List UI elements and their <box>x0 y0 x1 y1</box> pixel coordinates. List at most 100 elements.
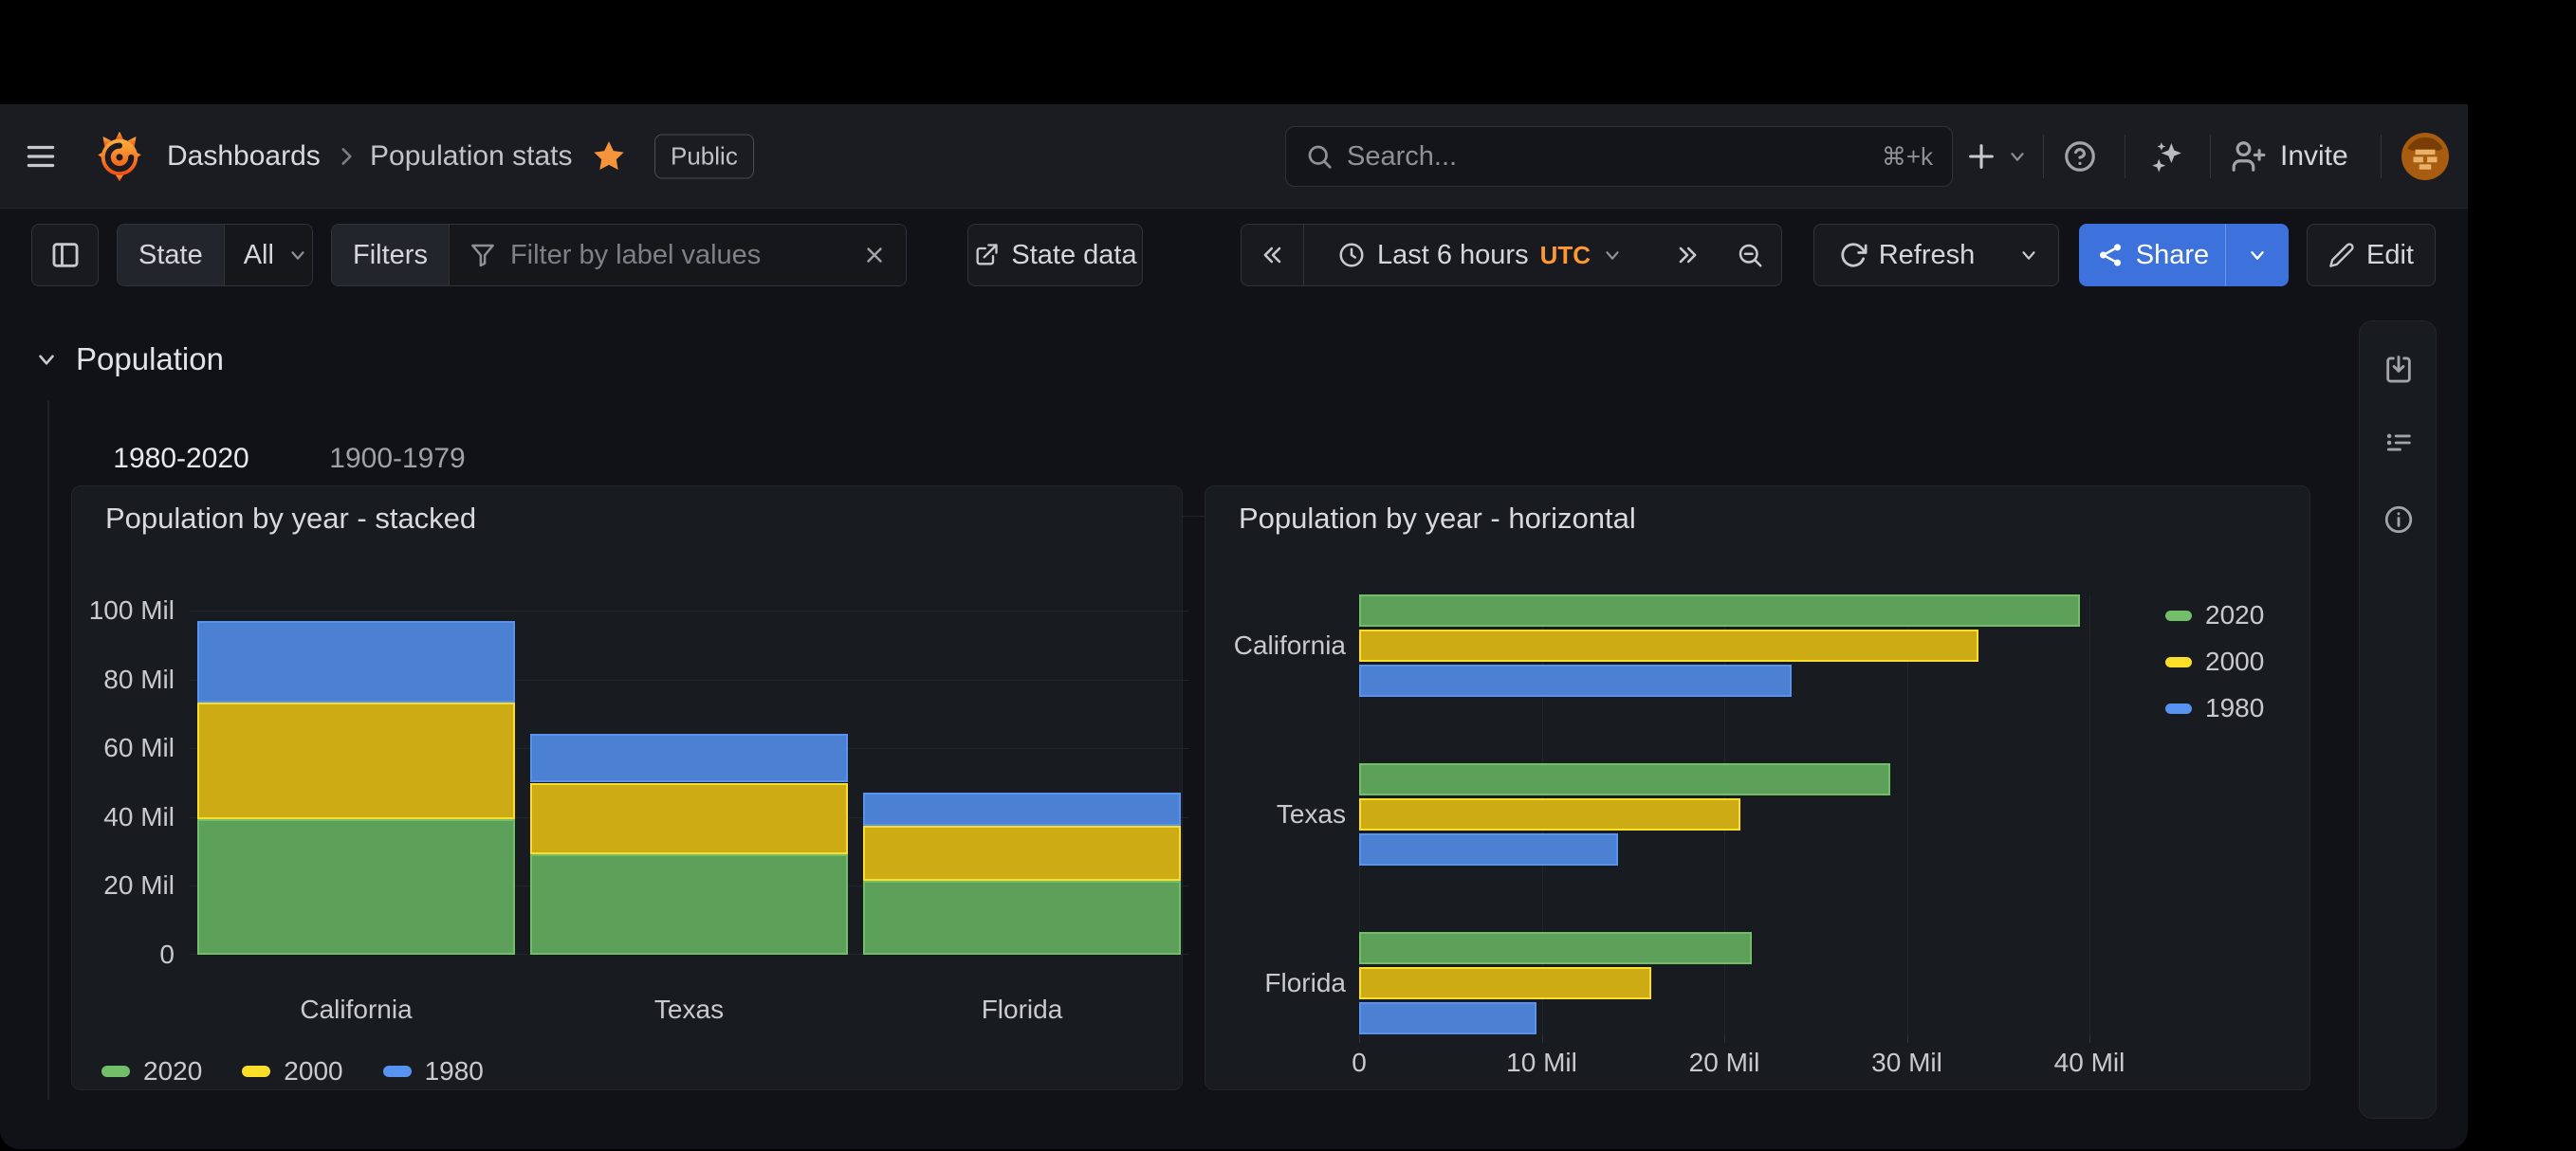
legend-item-1980[interactable]: 1980 <box>2165 693 2264 723</box>
edit-label: Edit <box>2366 239 2414 270</box>
panel-title[interactable]: Population by year - horizontal <box>1239 502 1636 535</box>
chevrons-right-icon <box>1674 242 1701 268</box>
state-data-button[interactable]: State data <box>967 224 1143 286</box>
bar-texas-1980 <box>1359 833 1619 866</box>
legend: 2020 2000 1980 <box>101 1056 484 1087</box>
info-button[interactable] <box>2372 493 2425 546</box>
gridline <box>2089 594 2090 1034</box>
legend-label: 2000 <box>284 1056 343 1086</box>
legend-swatch <box>2165 610 2192 621</box>
help-button[interactable] <box>2062 138 2098 174</box>
ai-assistant-button[interactable] <box>2147 137 2187 176</box>
hamburger-menu-button[interactable] <box>23 138 59 174</box>
row-header-population[interactable]: Population <box>34 341 224 377</box>
bar-segment-california-2020 <box>197 818 515 955</box>
bar-texas-2000 <box>1359 798 1741 831</box>
invite-button[interactable]: Invite <box>2231 138 2348 174</box>
search-box[interactable]: Search... ⌘+k <box>1285 126 1953 187</box>
y-category-label: California <box>1233 630 1346 660</box>
tab-1900-1979[interactable]: 1900-1979 <box>329 443 466 474</box>
panel-toggle-button[interactable] <box>31 224 99 286</box>
y-tick-label: 0 <box>159 940 175 969</box>
clear-filter-icon[interactable] <box>862 243 887 267</box>
edit-button[interactable]: Edit <box>2307 224 2436 286</box>
gridline <box>190 679 1188 681</box>
state-variable: State All <box>117 224 313 286</box>
time-range-picker[interactable]: Last 6 hours UTC <box>1303 224 1657 286</box>
time-shift-forward-button[interactable] <box>1656 224 1720 286</box>
time-shift-back-button[interactable] <box>1241 224 1304 286</box>
bar-california-2020 <box>1359 594 2081 627</box>
legend-label: 1980 <box>2205 693 2265 722</box>
clock-icon <box>1337 241 1366 269</box>
filter-input[interactable]: Filter by label values <box>449 225 906 285</box>
breadcrumb-dashboards[interactable]: Dashboards <box>167 139 321 172</box>
x-tick-label: 30 Mil <box>1871 1048 1942 1077</box>
time-zoom-out-button[interactable] <box>1719 224 1782 286</box>
user-plus-icon <box>2231 138 2267 174</box>
favorite-star-button[interactable] <box>590 137 628 175</box>
legend-item-2000[interactable]: 2000 <box>242 1056 343 1087</box>
panel-population-stacked: Population by year - stacked 2020 2000 1… <box>71 485 1188 1090</box>
tick-mark <box>1906 1034 1908 1043</box>
panel-side-toolbar <box>2359 320 2437 1119</box>
stacked-bar-plot <box>190 611 1188 955</box>
chevron-down-icon <box>287 245 308 265</box>
refresh-interval-button[interactable] <box>1999 224 2059 286</box>
legend-item-2000[interactable]: 2000 <box>2165 647 2264 677</box>
tabbar-border <box>80 516 2310 517</box>
chevron-down-icon <box>1602 245 1623 265</box>
chevron-down-icon <box>2018 245 2039 265</box>
bar-segment-florida-1980 <box>863 792 1181 826</box>
share-menu-button[interactable] <box>2225 224 2289 286</box>
refresh-label: Refresh <box>1878 239 1976 270</box>
tick-mark <box>1724 1034 1725 1043</box>
outline-button[interactable] <box>2372 416 2425 469</box>
legend-item-2020[interactable]: 2020 <box>2165 600 2264 630</box>
panel-title[interactable]: Population by year - stacked <box>105 502 477 535</box>
share-button[interactable]: Share <box>2079 224 2226 286</box>
row-title: Population <box>76 341 224 376</box>
y-tick-label: 20 Mil <box>103 870 175 901</box>
grafana-app: Dashboards Population stats Public Searc… <box>0 104 2468 1149</box>
search-placeholder: Search... <box>1347 140 1458 172</box>
state-variable-label: State <box>118 225 225 285</box>
sparkles-icon <box>2147 137 2187 176</box>
gridline <box>190 611 1188 612</box>
legend-label: 2020 <box>2205 600 2265 630</box>
state-data-label: State data <box>1011 239 1137 270</box>
legend-swatch <box>101 1066 130 1077</box>
chevron-right-icon <box>334 144 359 169</box>
info-icon <box>2383 503 2415 536</box>
bar-segment-texas-2000 <box>530 782 848 855</box>
legend-swatch <box>382 1066 412 1077</box>
bar-texas-2020 <box>1359 763 1891 795</box>
x-category-label: California <box>300 995 413 1024</box>
export-button[interactable] <box>2372 343 2425 396</box>
avatar[interactable] <box>2401 132 2449 180</box>
legend-label: 1980 <box>424 1056 484 1086</box>
legend-swatch <box>2165 656 2192 667</box>
state-variable-value[interactable]: All <box>224 225 312 285</box>
y-category-label: Florida <box>1264 968 1346 997</box>
grafana-logo[interactable] <box>93 129 146 184</box>
bar-florida-2000 <box>1359 967 1651 999</box>
search-icon <box>1305 142 1334 171</box>
legend-item-2020[interactable]: 2020 <box>101 1056 202 1087</box>
star-icon <box>590 137 628 175</box>
search-shortcut: ⌘+k <box>1881 141 1933 171</box>
refresh-button[interactable]: Refresh <box>1813 224 2000 286</box>
state-value-text: All <box>243 239 274 270</box>
legend: 2020 2000 1980 <box>2165 600 2264 723</box>
zoom-out-icon <box>1736 241 1764 269</box>
bar-segment-florida-2000 <box>863 825 1181 881</box>
legend-item-1980[interactable]: 1980 <box>382 1056 484 1087</box>
tab-1980-2020[interactable]: 1980-2020 <box>113 443 249 474</box>
bar-segment-california-2000 <box>197 702 515 819</box>
tick-mark <box>2089 1034 2090 1043</box>
y-tick-label: 80 Mil <box>103 664 175 694</box>
invite-label: Invite <box>2280 139 2348 172</box>
x-category-label: Florida <box>981 995 1063 1024</box>
new-dashboard-button[interactable] <box>1965 140 2028 173</box>
legend-swatch <box>242 1066 271 1077</box>
